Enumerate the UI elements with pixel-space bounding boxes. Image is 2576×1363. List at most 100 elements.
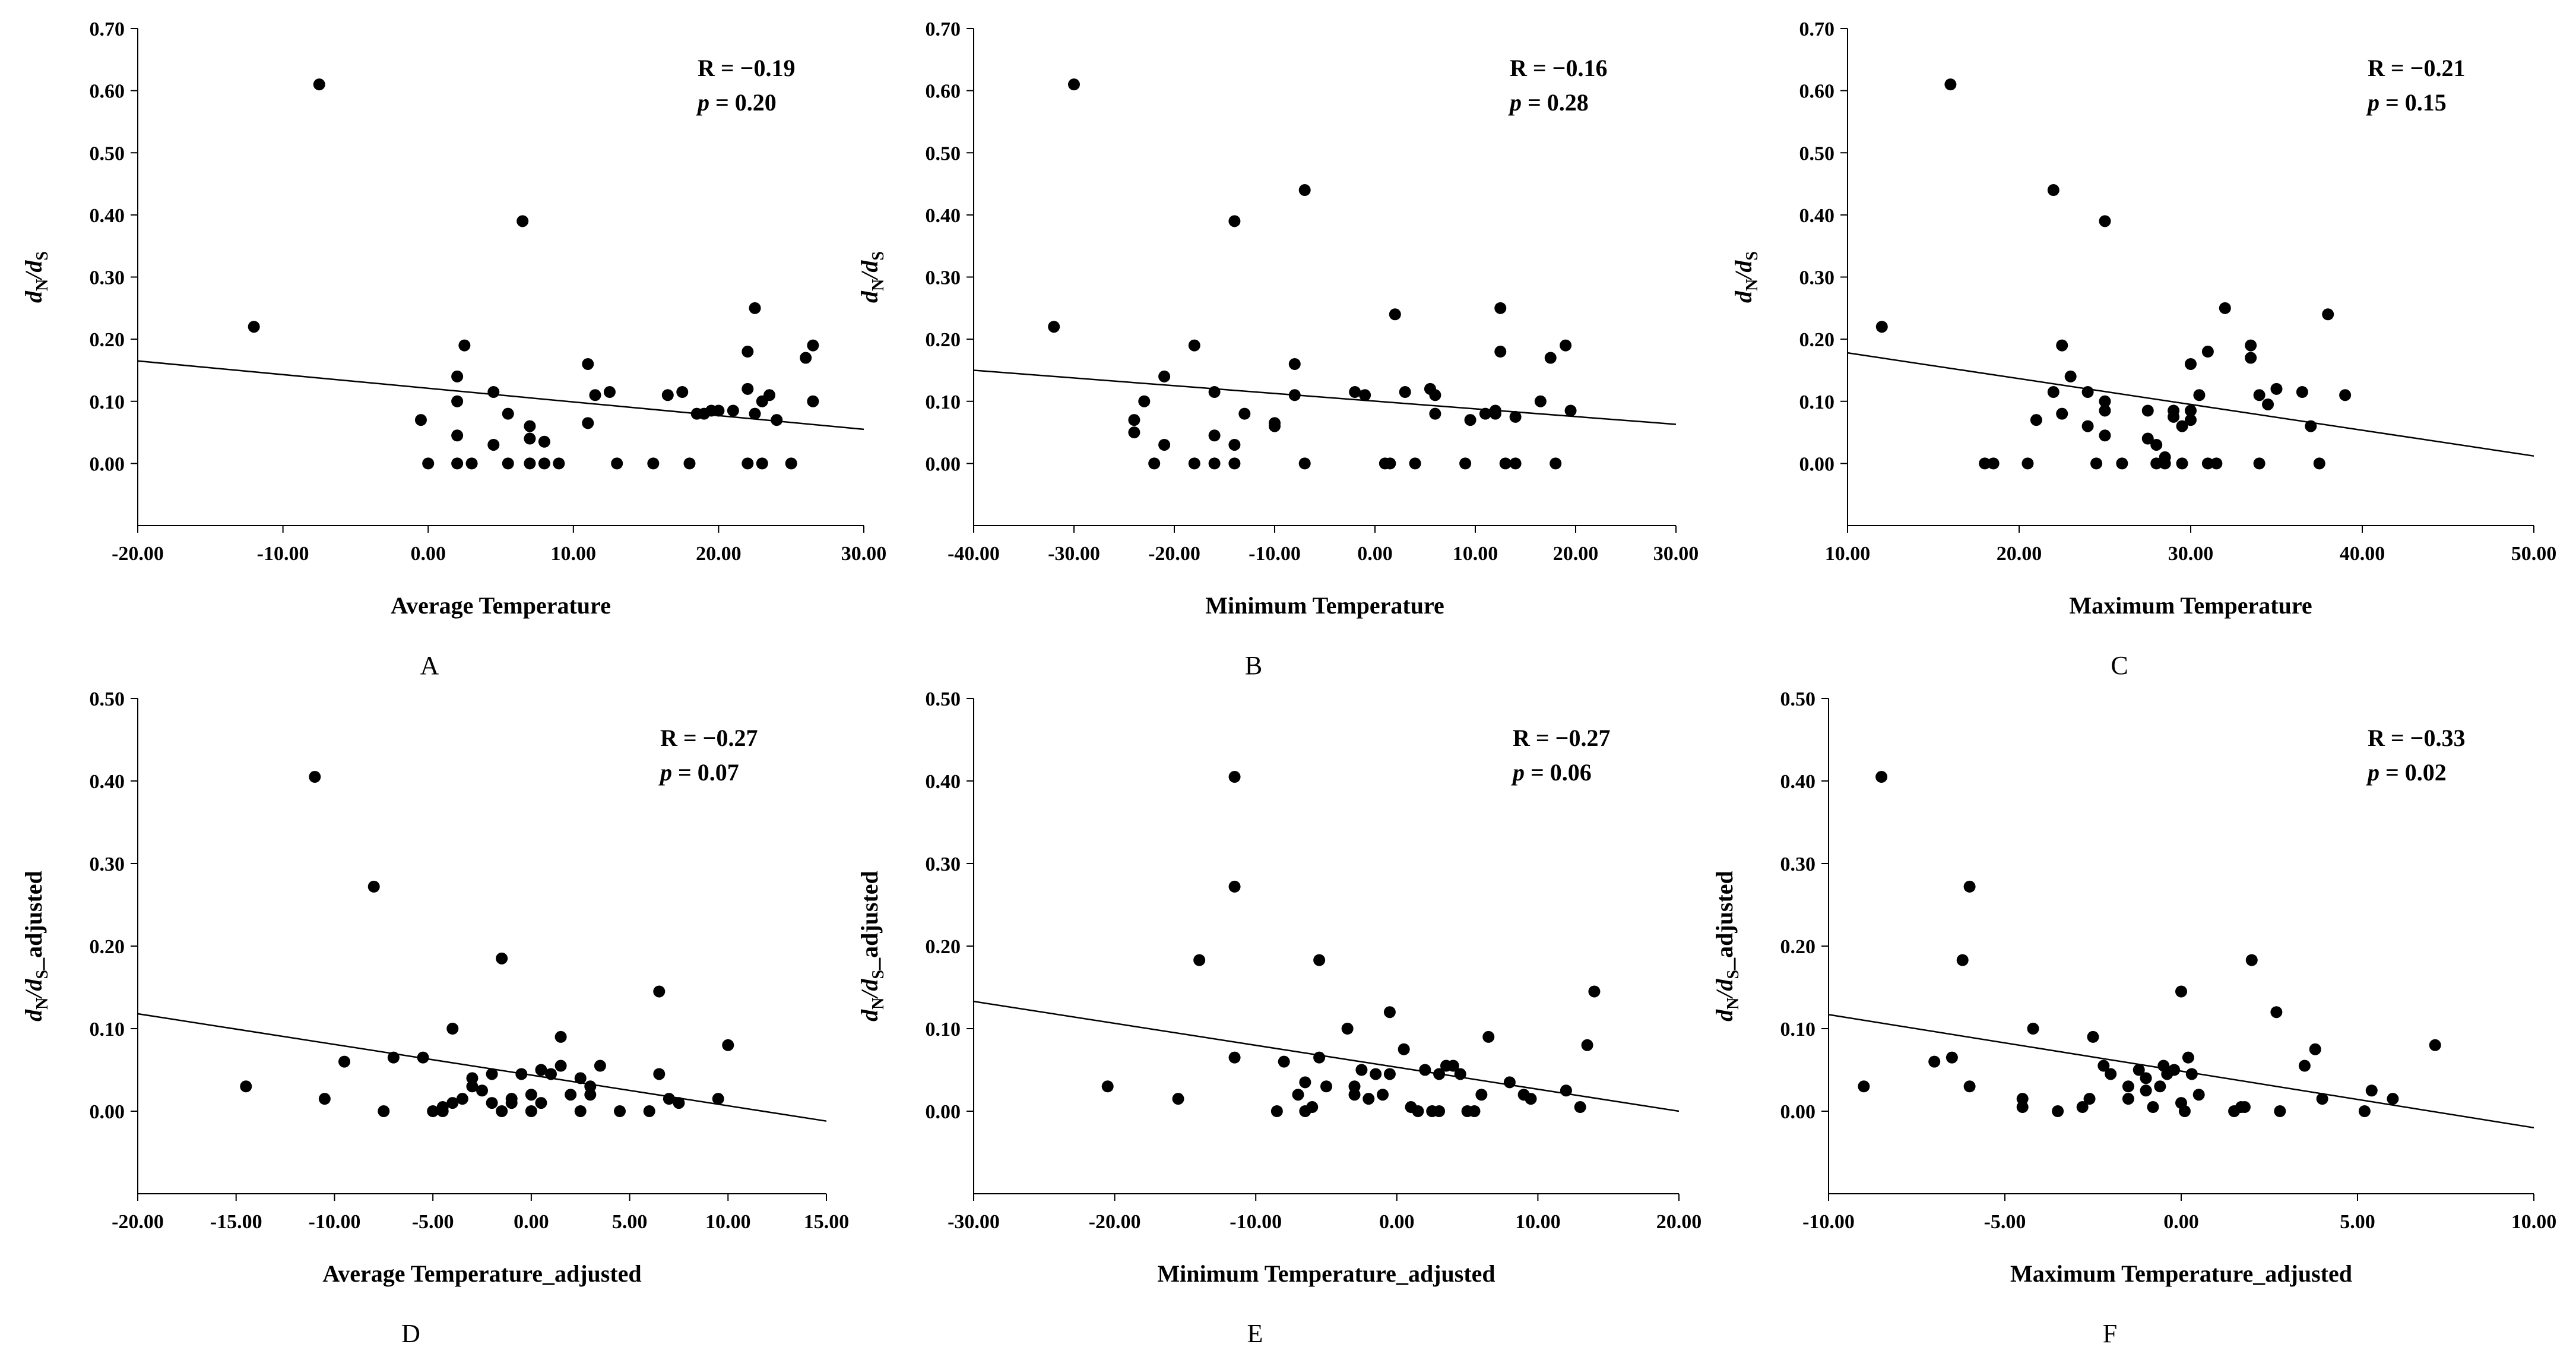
panel-d-data-point [614,1105,626,1117]
panel-b-y-tick-label: 0.10 [926,391,961,413]
panel-a-y-tick-label: 0.50 [90,143,125,165]
panel-b-x-tick-label: 10.00 [1453,543,1498,565]
panel-c-label: C [2111,651,2128,680]
panel-d-x-tick-label: 15.00 [804,1211,850,1233]
panel-f-data-point [2178,1105,2191,1117]
panel-a-data-point [712,404,725,417]
panel-a-data-point [742,382,754,395]
panel-a-data-point [524,420,536,432]
panel-c-data-point [2270,382,2283,395]
panel-e-x-tick-label: 0.00 [1379,1211,1415,1233]
panel-d-data-point [309,771,321,783]
panel-f-y-tick-label: 0.30 [1780,853,1816,875]
panel-b-x-tick-label: -30.00 [1048,543,1100,565]
panel-c-y-tick-label: 0.70 [1799,18,1835,40]
panel-d-x-axis-title: Average Temperature_adjusted [322,1260,641,1287]
panel-b-data-point [1534,395,1547,407]
panel-b-data-point [1158,370,1171,382]
panel-d-data-point [525,1105,537,1117]
panel-c-y-axis-title: dN/dS [1730,251,1761,303]
panel-b-data-point [1464,414,1476,426]
panel-b-y-tick-label: 0.70 [926,18,961,40]
panel-d: 0.00 0.10 0.20 0.30 0.40 0.50 -20.00 -15.00 -10.… [20,688,849,1348]
panel-f-y-axis-title: dN/dS_adjusted [1711,871,1742,1022]
panel-b-data-point [1564,404,1577,417]
panel-f-data-point [2238,1101,2251,1114]
panel-a-y-tick-label: 0.60 [90,81,125,103]
panel-e-data-point [1454,1068,1466,1080]
panel-f-data-point [2154,1080,2166,1093]
panel-e-x-tick-label: -30.00 [948,1211,1000,1233]
panel-d-data-point [387,1051,400,1064]
panel-a-data-point [487,438,500,451]
panel-d-data-point [653,985,666,998]
panel-b-data-point [1298,184,1311,197]
panel-b-data-point [1489,407,1501,420]
panel-b-data-point [1560,339,1572,352]
panel-b-data-point [1384,457,1396,470]
panel-d-data-point [574,1072,587,1084]
panel-a-data-point [502,407,514,420]
panel-f-data-point [2122,1093,2134,1105]
panel-f-data-point [2140,1084,2152,1097]
panel-c-data-point [2245,339,2257,352]
panel-f-y-tick-label: 0.10 [1780,1019,1816,1041]
panel-f-data-point [2175,985,2187,998]
panel-d-data-point [594,1060,606,1072]
panel-b-x-tick-label: 20.00 [1553,543,1599,565]
panel-c-x-tick-label: 40.00 [2340,543,2385,565]
panel-d-y-tick-label: 0.30 [90,853,125,875]
panel-e-data-point [1228,771,1241,783]
panel-d-data-point [446,1023,459,1035]
panel-b-data-point [1148,457,1161,470]
panel-a-data-point [458,339,471,352]
panel-a: 0.00 0.10 0.20 0.30 0.40 0.50 0.60 0.70 -20.00 -1… [20,18,886,680]
panel-a-data-point [756,395,768,407]
panel-a-data-point [785,457,797,470]
panel-a-x-tick-label: 30.00 [841,543,887,565]
panel-b-trend-line [973,369,1677,425]
panel-e-data-point [1468,1105,1481,1117]
panel-a-data-point [742,457,754,470]
panel-c-data-point [2056,407,2068,420]
panel-d-data-point [378,1105,390,1117]
panel-a-data-point [611,457,623,470]
panel-d-data-point [565,1089,577,1101]
panel-f-data-point [2270,1006,2283,1019]
panel-c-data-point [2253,457,2266,470]
panel-d-data-point [367,880,380,893]
panel-b-data-point [1550,457,1562,470]
panel-d-data-point [486,1097,498,1109]
panel-d-x-tick-label: 10.00 [705,1211,751,1233]
panel-e-x-tick-label: -10.00 [1230,1211,1282,1233]
panel-a-x-tick-label: -20.00 [112,543,164,565]
panel-d-data-point [653,1068,666,1080]
panel-d-x-tick-label: -20.00 [112,1211,164,1233]
panel-f-label: F [2103,1319,2117,1348]
panel-f-data-point [2076,1101,2089,1114]
panel-b-data-point [1228,457,1241,470]
panel-c-data-point [2245,352,2257,364]
panel-f-data-point [2147,1101,2159,1114]
panel-e-x-tick-label: -20.00 [1089,1211,1141,1233]
panel-d-data-point [673,1097,685,1109]
panel-a-data-point [661,389,674,401]
panel-b-data-point [1494,346,1507,358]
panel-d-data-point [515,1068,528,1080]
panel-d-data-point [240,1080,252,1093]
panel-e-r-value: R = −0.27 [1513,725,1610,751]
panel-f-data-point [2245,954,2258,966]
panel-f-y-tick-label: 0.20 [1780,936,1816,958]
panel-b-data-point [1389,308,1401,321]
panel-a-data-point [582,417,594,429]
panel-f-data-point [2309,1043,2321,1055]
panel-b-data-point [1208,457,1221,470]
panel-e-data-point [1348,1080,1361,1093]
panel-a-data-point [451,395,464,407]
panel-b-data-point [1128,426,1140,439]
panel-f-data-point [1858,1080,1870,1093]
panel-d-trend-line [137,1013,827,1122]
panel-b-data-point [1459,457,1472,470]
panel-e-data-point [1503,1076,1516,1089]
panel-c-data-point [2116,457,2128,470]
